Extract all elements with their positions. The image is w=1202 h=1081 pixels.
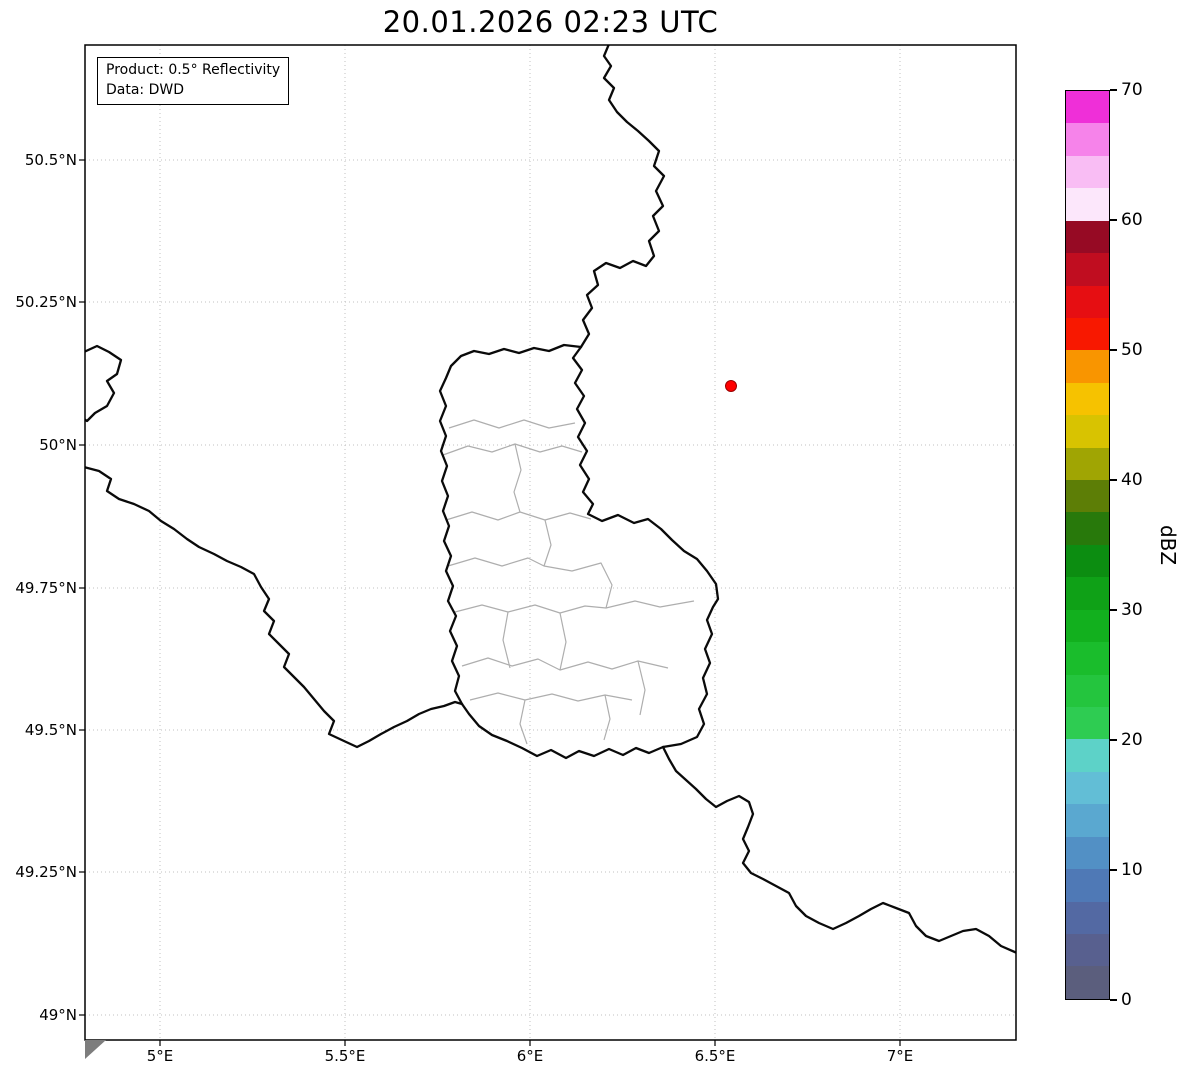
annotation-source-line: Data: DWD <box>106 81 184 98</box>
corner-triangle <box>85 1040 106 1059</box>
colorbar-segment <box>1066 707 1109 740</box>
canton-line <box>442 443 583 456</box>
plot-frame <box>84 44 1017 1041</box>
axis-ticks <box>79 159 901 1046</box>
canton-line <box>448 419 576 429</box>
y-tick-label: 49.25°N <box>15 863 77 881</box>
colorbar-segment <box>1066 512 1109 545</box>
colorbar-segment <box>1066 350 1109 383</box>
red-point-marker <box>725 380 737 392</box>
france-germany-border <box>661 745 1016 954</box>
colorbar-segment <box>1066 966 1109 999</box>
colorbar-segment <box>1066 188 1109 221</box>
colorbar-tick-label: 10 <box>1121 860 1143 880</box>
canton-line <box>469 692 633 702</box>
colorbar-segment <box>1066 739 1109 772</box>
colorbar-tick-label: 30 <box>1121 600 1143 620</box>
canton-line <box>543 519 552 567</box>
colorbar-segment <box>1066 609 1109 643</box>
colorbar-segment <box>1066 91 1109 124</box>
canton-line <box>502 611 511 669</box>
colorbar-segment <box>1066 836 1109 870</box>
colorbar-tick-label: 70 <box>1121 80 1143 100</box>
colorbar-segment <box>1066 415 1109 448</box>
colorbar-segment <box>1066 382 1109 416</box>
x-tick-label: 6°E <box>516 1047 544 1065</box>
canton-line <box>513 443 522 513</box>
plot-title: 20.01.2026 02:23 UTC <box>382 5 719 39</box>
colorbar-segment <box>1066 447 1109 481</box>
y-tick-label: 49.75°N <box>15 579 77 597</box>
colorbar-tick <box>1110 999 1117 1001</box>
colorbar-tick <box>1110 219 1117 221</box>
colorbar-segment <box>1066 869 1109 902</box>
x-tick-label: 7°E <box>886 1047 914 1065</box>
colorbar <box>1065 90 1110 1000</box>
canton-line <box>637 660 646 716</box>
colorbar-tick <box>1110 349 1117 351</box>
colorbar-segment <box>1066 804 1109 837</box>
colorbar-tick <box>1110 479 1117 481</box>
colorbar-tick-label: 60 <box>1121 210 1143 230</box>
colorbar-segment <box>1066 771 1109 805</box>
colorbar-tick <box>1110 869 1117 871</box>
colorbar-segment <box>1066 317 1109 351</box>
y-tick-label: 50.5°N <box>24 151 77 169</box>
colorbar-segment <box>1066 155 1109 189</box>
belgium-france-border <box>85 466 464 749</box>
country-borders <box>85 45 1016 954</box>
colorbar-segment <box>1066 577 1109 610</box>
canton-line <box>447 557 613 609</box>
canton-line <box>519 699 528 745</box>
canton-line <box>461 657 669 671</box>
colorbar-segment <box>1066 674 1109 708</box>
x-tick-label: 5.5°E <box>324 1047 366 1065</box>
colorbar-segment <box>1066 285 1109 318</box>
y-tick-label: 50°N <box>39 436 77 454</box>
y-tick-label: 50.25°N <box>15 293 77 311</box>
colorbar-segment <box>1066 901 1109 934</box>
canton-line <box>454 600 695 614</box>
colorbar-gradient <box>1066 91 1109 999</box>
x-tick-label: 5°E <box>146 1047 174 1065</box>
canton-borders <box>442 419 695 745</box>
colorbar-tick-label: 40 <box>1121 470 1143 490</box>
y-tick-label: 49.5°N <box>24 721 77 739</box>
canton-line <box>603 694 611 741</box>
colorbar-axis-label: dBZ <box>1156 524 1180 566</box>
x-tick-label: 6.5°E <box>694 1047 736 1065</box>
colorbar-tick-label: 20 <box>1121 730 1143 750</box>
west-border-segment <box>85 344 123 423</box>
belgium-germany-border <box>579 45 666 349</box>
colorbar-segment <box>1066 253 1109 286</box>
colorbar-tick <box>1110 609 1117 611</box>
colorbar-tick <box>1110 89 1117 91</box>
luxembourg-border <box>438 343 720 760</box>
colorbar-segment <box>1066 480 1109 513</box>
y-tick-label: 49°N <box>39 1006 77 1024</box>
colorbar-tick-label: 0 <box>1121 990 1132 1010</box>
colorbar-segment <box>1066 220 1109 254</box>
colorbar-tick-label: 50 <box>1121 340 1143 360</box>
colorbar-segment <box>1066 642 1109 675</box>
colorbar-segment <box>1066 933 1109 967</box>
annotation-box: Product: 0.5° Reflectivity Data: DWD <box>97 57 290 106</box>
colorbar-tick <box>1110 739 1117 741</box>
canton-line <box>445 511 592 521</box>
canton-line <box>559 612 567 671</box>
colorbar-segment <box>1066 544 1109 578</box>
colorbar-segment <box>1066 123 1109 156</box>
annotation-product-line: Product: 0.5° Reflectivity <box>106 62 281 78</box>
